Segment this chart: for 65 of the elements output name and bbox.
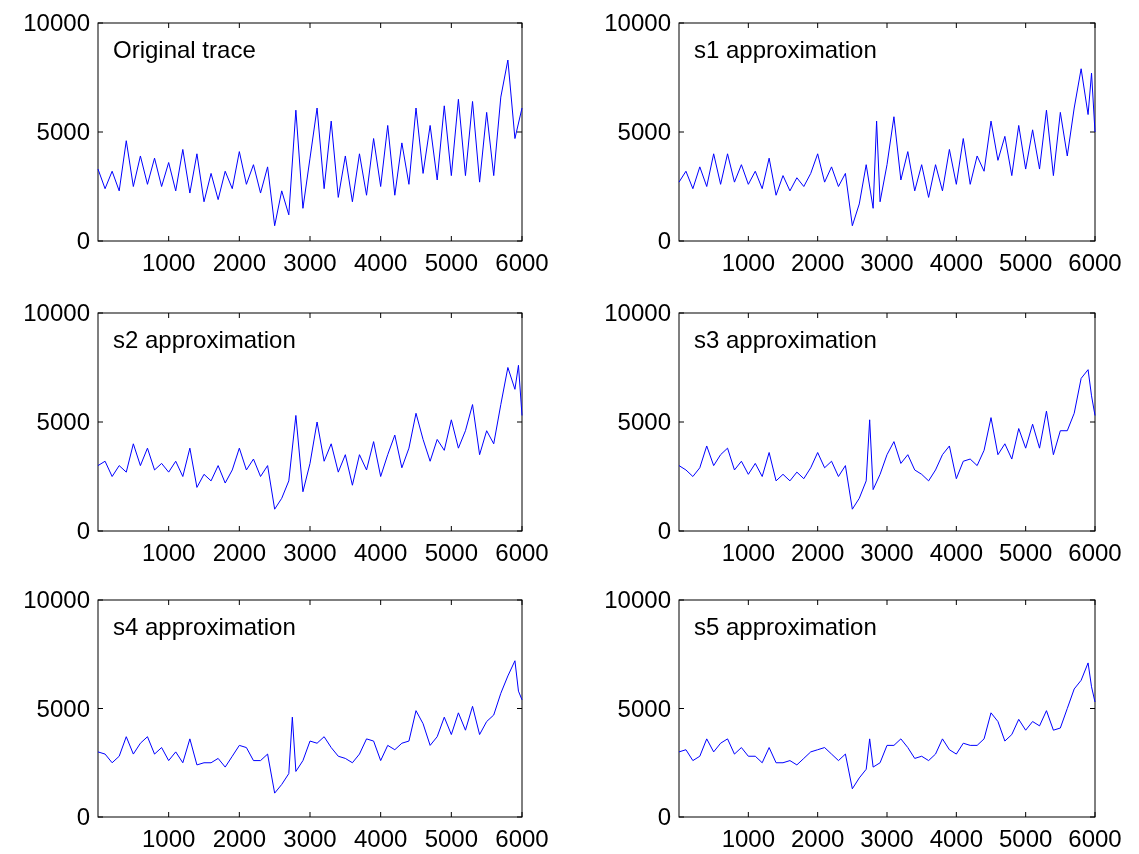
text: s5 approximation [694,613,877,640]
y-tick-label: 10000 [604,299,671,327]
x-tick-label: 6000 [1068,825,1122,852]
x-tick-label: 4000 [353,249,408,276]
x-tick-label: 6000 [495,539,549,566]
line-series [97,364,523,510]
x-tick-label: 1000 [721,539,776,566]
x-tick-label: 4000 [929,825,984,852]
x-tick-label: 6000 [495,825,549,852]
x-tick-label: 5000 [424,249,479,276]
y-tick-label: 5000 [36,408,90,436]
x-tick-label: 1000 [721,249,776,276]
y-tick-label: 10000 [604,586,671,614]
x-tick-label: 1000 [141,825,196,852]
x-tick-label: 6000 [495,249,549,276]
x-tick-label: 2000 [790,825,845,852]
text: s1 approximation [694,36,877,63]
x-tick-label: 6000 [1068,249,1122,276]
x-tick-label: 4000 [353,539,408,566]
x-tick-label: 6000 [1068,539,1122,566]
text: s4 approximation [113,613,296,640]
y-tick-label: 0 [657,227,671,255]
x-tick-label: 1000 [141,249,196,276]
y-tick-label: 0 [76,517,90,545]
line-series [97,660,523,794]
y-tick-label: 10000 [23,586,90,614]
x-tick-label: 4000 [929,249,984,276]
x-tick-label: 1000 [141,539,196,566]
x-tick-label: 5000 [424,825,479,852]
y-tick-label: 5000 [617,118,671,146]
y-tick-label: 0 [657,517,671,545]
text: s3 approximation [694,326,877,353]
x-tick-label: 5000 [998,825,1053,852]
x-tick-label: 2000 [790,249,845,276]
x-tick-label: 2000 [790,539,845,566]
y-tick-label: 0 [657,803,671,831]
y-tick-label: 0 [76,227,90,255]
x-tick-label: 1000 [721,825,776,852]
x-tick-label: 2000 [212,249,267,276]
text: Original trace [113,36,256,63]
x-tick-label: 3000 [283,249,337,276]
x-tick-label: 2000 [212,539,267,566]
text: s2 approximation [113,326,296,353]
x-tick-label: 4000 [929,539,984,566]
x-tick-label: 3000 [860,249,914,276]
line-series [678,68,1096,227]
y-tick-label: 10000 [23,9,90,37]
y-tick-label: 10000 [604,9,671,37]
line-series [678,662,1096,790]
x-tick-label: 5000 [424,539,479,566]
y-tick-label: 5000 [36,694,90,722]
y-tick-label: 0 [76,803,90,831]
x-tick-label: 3000 [860,825,914,852]
y-tick-label: 10000 [23,299,90,327]
line-series [678,369,1096,510]
x-tick-label: 5000 [998,249,1053,276]
x-tick-label: 5000 [998,539,1053,566]
x-tick-label: 3000 [860,539,914,566]
x-tick-label: 2000 [212,825,267,852]
x-tick-label: 3000 [283,539,337,566]
x-tick-label: 4000 [353,825,408,852]
y-tick-label: 5000 [617,408,671,436]
y-tick-label: 5000 [617,694,671,722]
y-tick-label: 5000 [36,118,90,146]
x-tick-label: 3000 [283,825,337,852]
